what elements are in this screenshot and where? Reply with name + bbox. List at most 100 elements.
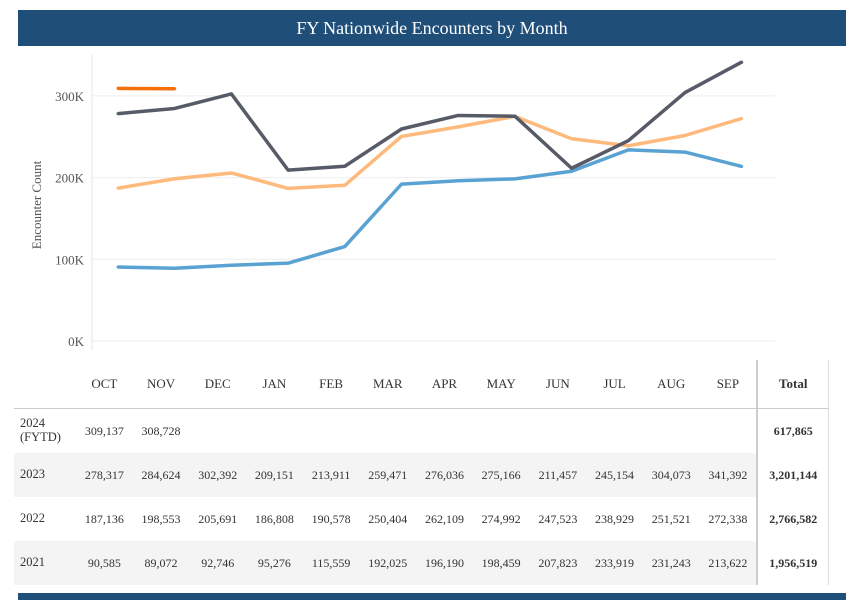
table-cell xyxy=(416,409,473,454)
table-cell: 250,404 xyxy=(368,511,408,526)
data-point-2021-MAY xyxy=(513,177,517,181)
data-point-2023-AUG xyxy=(683,91,687,95)
table-row: 2021 90,585 89,072 92,746 95,276 115,559 192,0… xyxy=(14,541,830,585)
column-header-apr: APR xyxy=(416,360,473,409)
table-cell: 209,151 xyxy=(246,453,303,497)
data-point-2021-NOV xyxy=(173,266,177,270)
data-point-2022-APR xyxy=(456,125,460,129)
table-cell: 284,624 xyxy=(132,453,190,497)
table-cell: 115,559 xyxy=(302,541,360,585)
table-cell xyxy=(473,409,530,454)
table-cell: 259,471 xyxy=(359,453,417,497)
table-cell: 233,919 xyxy=(586,541,643,585)
data-point-2024-OCT xyxy=(116,86,120,90)
header-blank xyxy=(14,360,76,409)
table-cell: 198,553 xyxy=(141,511,181,526)
series-line-2022 xyxy=(117,114,743,191)
table-cell xyxy=(303,409,360,454)
table-cell: 213,911 xyxy=(302,453,360,497)
table-cell: 245,154 xyxy=(586,453,643,497)
footer-bar xyxy=(18,593,846,600)
table-cell: 238,929 xyxy=(595,511,635,526)
table-cell: 207,823 xyxy=(529,541,587,585)
data-point-2022-JAN xyxy=(286,186,290,190)
chart-title: FY Nationwide Encounters by Month xyxy=(18,10,846,46)
data-point-2021-JUL xyxy=(626,148,630,152)
data-point-2021-DEC xyxy=(229,263,233,267)
data-point-2022-AUG xyxy=(683,134,687,138)
table-cell: 95,276 xyxy=(246,541,303,585)
data-point-2021-AUG xyxy=(683,150,687,154)
table-cell: 341,392 xyxy=(699,453,758,497)
data-point-2024-NOV xyxy=(173,87,177,91)
table-cell xyxy=(246,409,303,454)
column-header-oct: OCT xyxy=(76,360,133,409)
table-cell: 231,243 xyxy=(642,541,700,585)
data-point-2023-MAR xyxy=(400,127,403,131)
y-axis-label: Encounter Count xyxy=(29,160,44,249)
table-cell: 192,025 xyxy=(359,541,417,585)
data-point-2022-FEB xyxy=(343,183,347,187)
column-header-total: Total xyxy=(756,360,830,409)
data-point-2021-MAR xyxy=(400,182,403,186)
table-cell: 198,459 xyxy=(472,541,530,585)
table-row: 2023 278,317 284,624 302,392 209,151 213,911 2… xyxy=(14,453,830,497)
table-cell: 308,728 xyxy=(141,423,181,438)
column-header-nov: NOV xyxy=(132,360,190,409)
data-point-2022-MAR xyxy=(400,134,403,138)
table-cell: 92,746 xyxy=(189,541,247,585)
row-total: 617,865 xyxy=(756,408,830,453)
table-cell: 187,136 xyxy=(84,511,124,526)
data-point-2021-SEP xyxy=(740,164,744,168)
column-header-feb: FEB xyxy=(302,360,360,409)
data-point-2021-OCT xyxy=(116,265,120,269)
column-header-dec: DEC xyxy=(189,360,247,409)
data-point-2022-NOV xyxy=(173,177,177,181)
y-tick-label: 200K xyxy=(55,171,85,186)
data-point-2021-JAN xyxy=(286,261,290,265)
column-header-may: MAY xyxy=(472,360,530,409)
y-tick-label: 0K xyxy=(68,334,85,349)
column-header-aug: AUG xyxy=(642,360,700,409)
table-cell: 251,521 xyxy=(651,511,691,526)
row-label: 2021 xyxy=(14,541,76,585)
data-point-2022-DEC xyxy=(229,171,233,175)
data-point-2022-SEP xyxy=(740,116,744,120)
table-cell: 275,166 xyxy=(472,453,530,497)
data-point-2023-JUL xyxy=(626,139,630,143)
table-cell: 211,457 xyxy=(529,453,587,497)
line-chart: 0K 100K 200K 300K Encounter Count xyxy=(29,55,775,350)
table-cell: 196,190 xyxy=(416,541,473,585)
column-header-sep: SEP xyxy=(699,360,758,409)
data-point-2023-SEP xyxy=(740,60,744,64)
data-point-2023-MAY xyxy=(513,114,517,118)
row-label: 2023 xyxy=(14,453,76,497)
row-total: 3,201,144 xyxy=(756,453,830,497)
table-cell: 213,622 xyxy=(699,541,758,585)
column-header-mar: MAR xyxy=(359,360,417,409)
table-cell xyxy=(643,409,700,454)
y-tick-label: 300K xyxy=(55,89,85,104)
data-point-2021-APR xyxy=(456,179,460,183)
table-cell xyxy=(189,409,246,454)
table-cell: 278,317 xyxy=(76,453,133,497)
table-cell: 247,523 xyxy=(538,511,578,526)
table-cell: 304,073 xyxy=(642,453,700,497)
table-cell: 309,137 xyxy=(84,423,124,438)
table-cell: 205,691 xyxy=(198,511,238,526)
data-point-2023-OCT xyxy=(116,112,120,116)
data-point-2023-DEC xyxy=(229,92,233,96)
series-line-2021 xyxy=(117,148,743,270)
data-point-2022-JUL xyxy=(626,144,630,148)
data-point-2022-OCT xyxy=(116,186,120,190)
table-cell xyxy=(586,409,643,454)
row-total: 2,766,582 xyxy=(756,497,830,541)
column-header-jan: JAN xyxy=(246,360,303,409)
data-table: OCT NOV DEC JAN FEB MAR APR MAY JUN JUL AUG SEP Tota… xyxy=(14,360,830,585)
table-cell xyxy=(359,409,416,454)
table-cell: 186,808 xyxy=(254,511,294,526)
table-cell: 272,338 xyxy=(708,511,748,526)
data-point-2023-NOV xyxy=(173,106,177,110)
table-cell: 274,992 xyxy=(481,511,521,526)
